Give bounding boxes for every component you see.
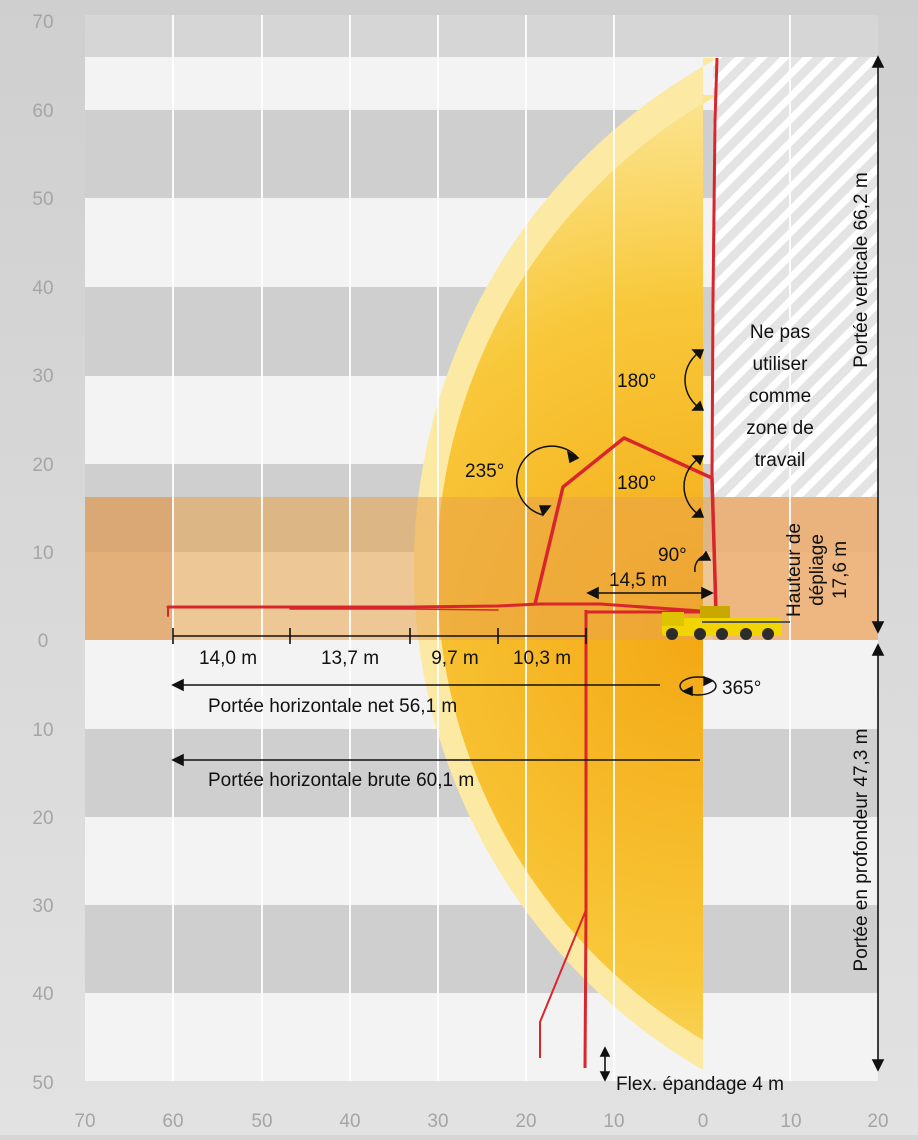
angle-180-top-label: 180°	[617, 371, 656, 392]
x-tick: 10	[780, 1111, 801, 1132]
y-tick: 40	[32, 278, 53, 299]
y-tick: 10	[32, 720, 53, 741]
unfold-height-label: dépliage	[807, 534, 828, 606]
y-tick: 50	[32, 189, 53, 210]
hose-label: Flex. épandage 4 m	[616, 1074, 784, 1095]
boom-vertical	[710, 57, 719, 613]
y-tick: 10	[32, 543, 53, 564]
horizontal-reach-gross-label: Portée horizontale brute 60,1 m	[208, 770, 474, 791]
angle-90-label: 90°	[658, 545, 687, 566]
warning-line: comme	[749, 386, 811, 407]
x-tick: 0	[698, 1111, 709, 1132]
y-tick: 70	[32, 12, 53, 33]
y-tick: 20	[32, 808, 53, 829]
warning-line: Ne pas	[750, 322, 810, 343]
unfold-height-label: 17,6 m	[830, 541, 851, 599]
segment-2-label: 13,7 m	[321, 648, 379, 669]
x-tick: 60	[162, 1111, 183, 1132]
depth-reach-label: Portée en profondeur 47,3 m	[851, 729, 872, 972]
x-tick: 70	[74, 1111, 95, 1132]
x-tick: 30	[427, 1111, 448, 1132]
angle-365-label: 365°	[722, 678, 761, 699]
horizontal-reach-net-label: Portée horizontale net 56,1 m	[208, 696, 457, 717]
x-axis-ticks: 70 60 50 40 30 20 10 0 10 20	[74, 1111, 888, 1132]
base-reach-label: 14,5 m	[609, 570, 667, 591]
y-tick: 60	[32, 101, 53, 122]
x-tick: 50	[251, 1111, 272, 1132]
angle-arrows	[516, 349, 717, 697]
vertical-reach-label: Portée verticale 66,2 m	[851, 172, 872, 367]
warning-line: utiliser	[753, 354, 809, 375]
angle-235-label: 235°	[465, 461, 504, 482]
x-tick: 10	[603, 1111, 624, 1132]
segment-3-label: 9,7 m	[431, 648, 479, 669]
warning-line: zone de	[746, 418, 814, 439]
grid-lines	[172, 15, 791, 1081]
angle-180-mid-label: 180°	[617, 473, 656, 494]
y-axis-ticks: 70 60 50 40 30 20 10 0 10 20 30 40 50	[32, 12, 53, 1094]
warning-line: travail	[755, 450, 806, 471]
y-tick: 30	[32, 896, 53, 917]
segment-1-label: 14,0 m	[199, 648, 257, 669]
y-tick: 50	[32, 1073, 53, 1094]
unfold-height-label: Hauteur de	[784, 523, 805, 617]
segment-4-label: 10,3 m	[513, 648, 571, 669]
x-tick: 20	[867, 1111, 888, 1132]
x-tick: 40	[339, 1111, 360, 1132]
y-tick: 40	[32, 984, 53, 1005]
y-tick: 30	[32, 366, 53, 387]
boom-downward	[539, 610, 715, 1069]
y-tick: 0	[38, 631, 49, 652]
truck	[662, 606, 790, 640]
y-tick: 20	[32, 455, 53, 476]
x-tick: 20	[515, 1111, 536, 1132]
no-work-zone-warning: Ne pas utiliser comme zone de travail	[746, 322, 814, 471]
dimension-lines	[171, 55, 885, 1082]
no-work-zone	[713, 57, 878, 497]
boom-horizontal	[166, 602, 717, 617]
